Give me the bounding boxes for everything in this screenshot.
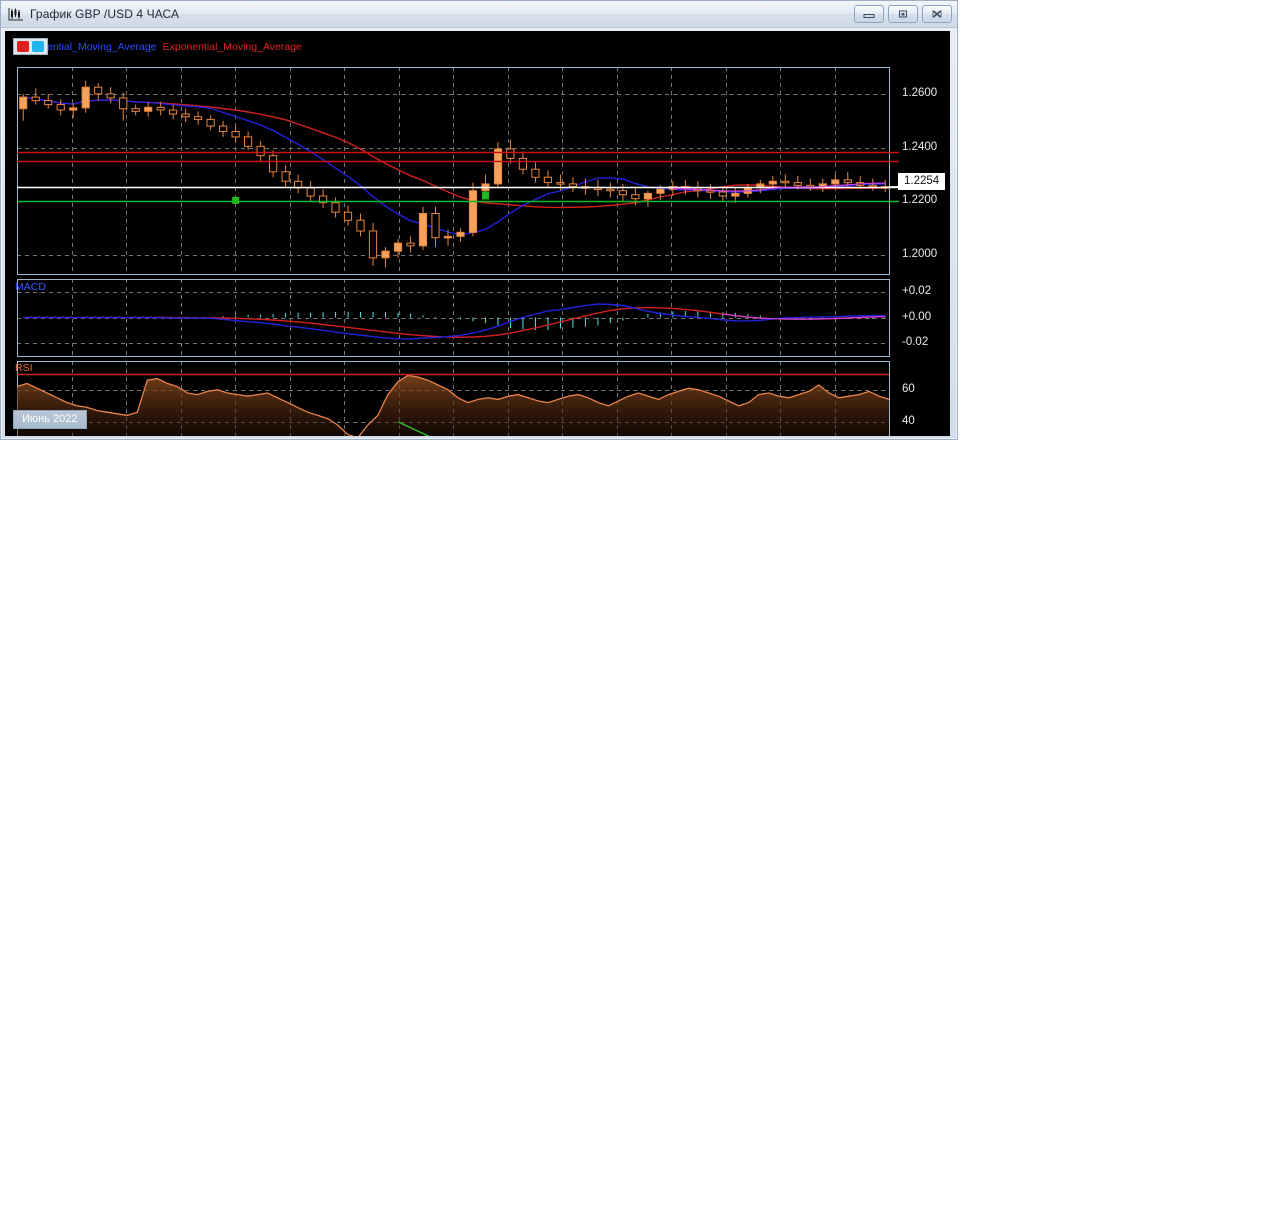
rsi-axis-label: 40: [902, 414, 915, 427]
candlestick-chart-icon: [8, 7, 23, 20]
legend-sma-label: ential_Moving_Average: [47, 40, 157, 53]
title-bar[interactable]: График GBP /USD 4 ЧАСА: [1, 1, 957, 28]
rsi-axis-label: 60: [902, 382, 915, 395]
chart-window: График GBP /USD 4 ЧАСА: [0, 0, 958, 440]
macd-axis-label: -0.02: [902, 335, 929, 348]
current-price-tag: 1.2254: [898, 173, 946, 190]
close-icon: [932, 10, 942, 18]
window-title: График GBP /USD 4 ЧАСА: [30, 7, 180, 21]
close-button[interactable]: [922, 5, 952, 23]
chart-canvas[interactable]: ential_Moving_Average Exponential_Moving…: [5, 31, 950, 436]
macd-axis-label: +0.00: [902, 310, 932, 323]
minimize-icon: [863, 14, 875, 18]
swatch-blue-icon: [32, 41, 44, 52]
indicator-legend: ential_Moving_Average Exponential_Moving…: [13, 38, 302, 55]
month-tag[interactable]: Июнь 2022: [13, 410, 87, 429]
macd-panel-label: MACD: [15, 281, 46, 293]
macd-axis-label: +0.02: [902, 284, 932, 297]
restore-icon: [899, 10, 907, 18]
price-axis-label: 1.2000: [902, 247, 938, 260]
window-controls: [854, 5, 952, 23]
minimize-button[interactable]: [854, 5, 884, 23]
rsi-panel-label: RSI: [15, 362, 33, 374]
swatch-red-icon: [17, 41, 29, 52]
chart-plot: [16, 67, 901, 436]
legend-ema-label: Exponential_Moving_Average: [162, 40, 302, 53]
price-axis-label: 1.2600: [902, 86, 938, 99]
price-axis-label: 1.2200: [902, 193, 938, 206]
legend-color-swatches[interactable]: [13, 38, 48, 55]
restore-button[interactable]: [888, 5, 918, 23]
price-axis-label: 1.2400: [902, 140, 938, 153]
